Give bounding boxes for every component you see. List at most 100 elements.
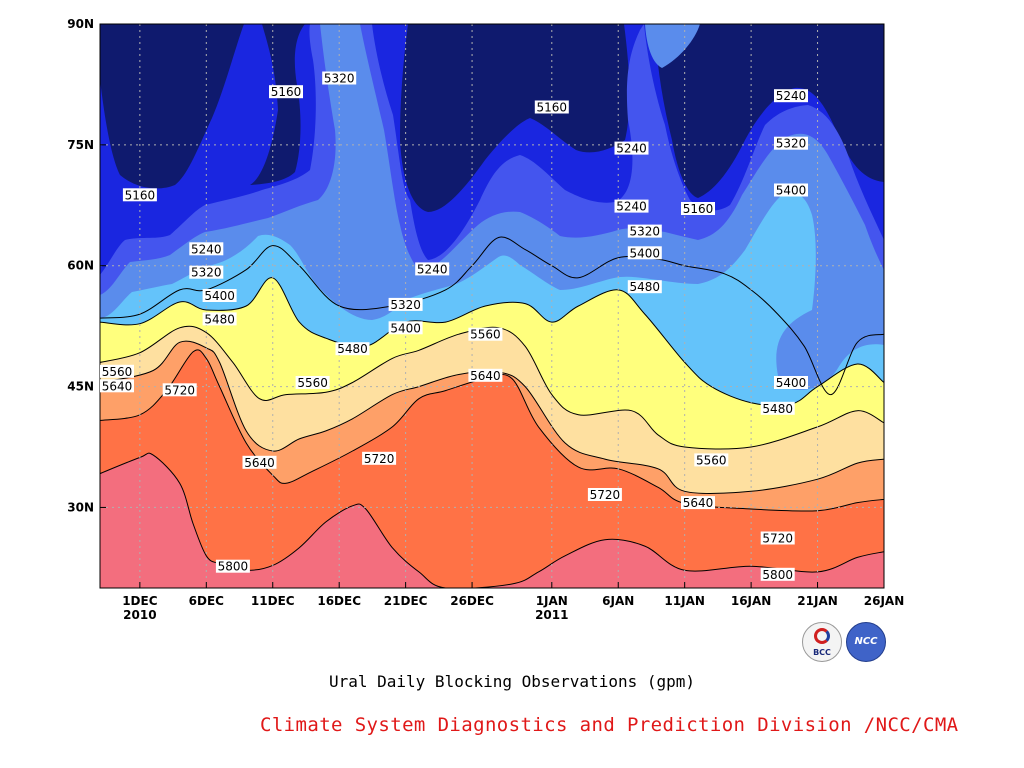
contour-label-text: 5320 bbox=[324, 72, 355, 86]
contour-label: 5480 bbox=[335, 342, 370, 356]
contour-label-text: 5720 bbox=[762, 532, 793, 546]
contour-label-text: 5560 bbox=[102, 365, 133, 379]
contour-label-bg bbox=[614, 199, 649, 213]
contour-label-text: 5400 bbox=[776, 184, 807, 198]
contour-label-bg bbox=[189, 242, 224, 256]
contour-label-bg bbox=[335, 342, 370, 356]
contour-label: 5400 bbox=[774, 376, 808, 390]
isoline-5400 bbox=[100, 236, 884, 396]
contour-label-bg bbox=[774, 136, 808, 150]
bcc-swirl-icon bbox=[814, 628, 830, 644]
contour-label: 5560 bbox=[100, 364, 134, 379]
contour-label-bg bbox=[627, 280, 662, 294]
isoline-5480 bbox=[100, 277, 884, 407]
contour-label-text: 5320 bbox=[390, 298, 421, 312]
contour-label: 5320 bbox=[322, 71, 357, 86]
contour-label-text: 5640 bbox=[244, 456, 275, 470]
contour-label: 5320 bbox=[627, 224, 662, 239]
y-axis: 30N 45N 60N 75N 90N bbox=[67, 17, 106, 514]
contour-label-text: 5320 bbox=[630, 225, 661, 239]
contour-label-bg bbox=[295, 376, 330, 389]
contour-label: 5240 bbox=[415, 262, 450, 276]
contour-label: 5560 bbox=[694, 453, 729, 467]
contour-label: 5560 bbox=[468, 327, 503, 342]
contour-label-text: 5800 bbox=[218, 560, 249, 574]
contour-label-text: 5320 bbox=[191, 266, 222, 280]
x-tick-label: 6DEC bbox=[189, 594, 225, 608]
contour-label: 5400 bbox=[388, 321, 423, 335]
contour-label: 5400 bbox=[202, 289, 237, 303]
contour-label: 5800 bbox=[215, 559, 250, 574]
contour-label: 5720 bbox=[760, 531, 795, 546]
contour-label-bg bbox=[534, 100, 569, 114]
x-tick-label: 16JAN bbox=[731, 594, 772, 608]
contour-label-text: 5640 bbox=[102, 379, 133, 393]
x-tick-label: 21JAN bbox=[797, 594, 838, 608]
contour-label-bg bbox=[760, 401, 795, 415]
plot-frame bbox=[99, 23, 885, 589]
contour-label: 5480 bbox=[760, 401, 795, 416]
contour-label-bg bbox=[388, 321, 423, 335]
contour-label: 5160 bbox=[122, 188, 157, 202]
contour-label: 5640 bbox=[242, 455, 277, 470]
contour-label-bg bbox=[242, 455, 277, 469]
footer-credit: Climate System Diagnostics and Predictio… bbox=[260, 714, 959, 736]
contour-label-bg bbox=[614, 141, 649, 155]
contour-label-bg bbox=[100, 364, 134, 378]
contour-label-bg bbox=[774, 183, 808, 197]
y-tick-label: 45N bbox=[67, 380, 94, 394]
contour-label-bg bbox=[468, 327, 503, 341]
contour-label-text: 5800 bbox=[762, 568, 793, 582]
contour-label: 5160 bbox=[534, 100, 569, 115]
contour-label-text: 5640 bbox=[470, 369, 501, 383]
contour-label-text: 5560 bbox=[470, 328, 501, 342]
contour-label-bg bbox=[587, 488, 622, 501]
y-tick-label: 75N bbox=[67, 138, 94, 152]
contour-label-bg bbox=[100, 379, 134, 393]
contour-label-text: 5160 bbox=[271, 85, 302, 99]
contour-label: 5640 bbox=[100, 379, 134, 393]
contour-label-bg bbox=[694, 453, 729, 467]
contour-label-text: 5160 bbox=[537, 101, 568, 115]
chart-caption: Ural Daily Blocking Observations (gpm) bbox=[328, 672, 696, 691]
x-tick-label: 21DEC bbox=[384, 594, 428, 608]
contour-label: 5480 bbox=[202, 312, 237, 326]
contour-label-text: 5160 bbox=[683, 202, 714, 216]
contour-label-bg bbox=[627, 246, 662, 260]
contour-label: 5800 bbox=[760, 567, 795, 582]
contour-label: 5320 bbox=[774, 136, 808, 151]
contour-label-bg bbox=[202, 312, 237, 326]
contour-label-text: 5560 bbox=[696, 453, 727, 467]
y-tick-label: 60N bbox=[67, 259, 94, 273]
contour-label-text: 5240 bbox=[191, 242, 222, 256]
contour-label: 5720 bbox=[587, 488, 622, 502]
contour-label-text: 5240 bbox=[616, 200, 647, 214]
contour-label-bg bbox=[774, 376, 808, 389]
x-tick-label: 26DEC bbox=[450, 594, 494, 608]
contour-label: 5640 bbox=[468, 368, 503, 383]
x-tick-year: 2010 bbox=[123, 608, 156, 622]
contour-label-bg bbox=[627, 224, 662, 238]
contour-label-text: 5160 bbox=[125, 188, 156, 202]
bcc-logo-text: BCC bbox=[813, 648, 831, 657]
x-tick-label: 1DEC bbox=[122, 594, 158, 608]
y-tick-label: 30N bbox=[67, 500, 94, 514]
contour-label: 5160 bbox=[269, 85, 303, 99]
contour-label-bg bbox=[202, 289, 237, 302]
contour-label-bg bbox=[760, 531, 795, 545]
contour-label: 5640 bbox=[681, 496, 715, 510]
y-tick-label: 90N bbox=[67, 17, 94, 31]
contour-label-bg bbox=[415, 262, 450, 276]
bcc-logo: BCC bbox=[802, 622, 842, 662]
contour-label-text: 5480 bbox=[337, 342, 368, 356]
ncc-logo-text: NCC bbox=[854, 636, 878, 647]
contour-label-bg bbox=[468, 368, 503, 382]
x-tick-label: 26JAN bbox=[864, 594, 905, 608]
contour-label-bg bbox=[774, 89, 808, 103]
contour-label-text: 5400 bbox=[390, 321, 421, 335]
contour-label: 5240 bbox=[614, 199, 649, 214]
contour-label: 5320 bbox=[388, 297, 423, 312]
contour-label: 5160 bbox=[681, 202, 715, 216]
